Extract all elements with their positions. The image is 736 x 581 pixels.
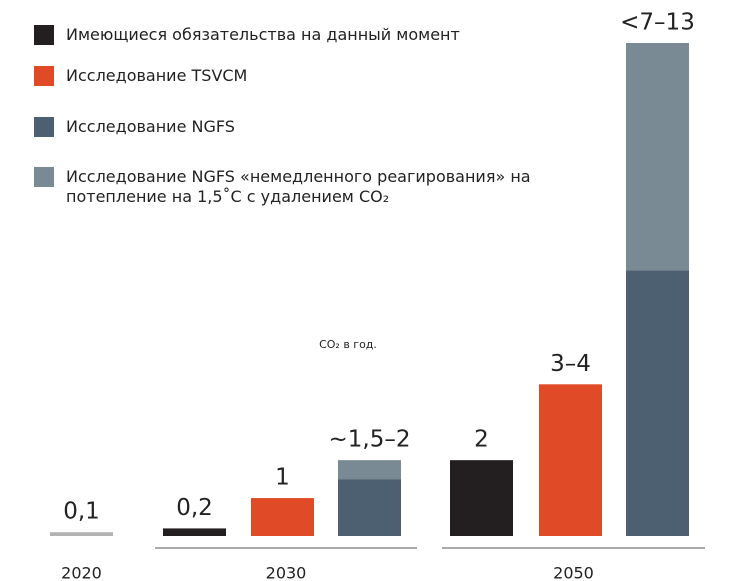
value-label: 0,2 [176, 495, 213, 521]
value-label: 0,1 [63, 499, 100, 525]
legend-label: Исследование TSVCM [66, 66, 248, 85]
value-label: <7–13 [620, 10, 695, 36]
x-tick-label: 2030 [266, 564, 307, 581]
bar [450, 460, 513, 536]
bar [338, 479, 401, 536]
legend-item: Исследование TSVCM [34, 66, 626, 86]
bar [251, 498, 314, 536]
x-tick-label: 2020 [61, 564, 102, 581]
legend-swatch [34, 66, 54, 86]
value-label: 1 [275, 465, 290, 491]
legend-swatch [34, 25, 54, 45]
legend-item: Исследование NGFS «немедленного реагиров… [34, 167, 626, 207]
annotation: CO₂ в год. [319, 338, 377, 351]
bar [626, 43, 689, 271]
bar [539, 384, 602, 536]
legend-swatch [34, 167, 54, 187]
bar [50, 532, 113, 536]
legend-label: Исследование NGFS «немедленного реагиров… [66, 167, 531, 206]
legend-label: Имеющиеся обязательства на данный момент [66, 25, 460, 44]
legend-item: Исследование NGFS [34, 117, 626, 137]
bar [163, 528, 226, 536]
legend-label: Исследование NGFS [66, 117, 235, 136]
legend-swatch [34, 117, 54, 137]
legend-item: Имеющиеся обязательства на данный момент [34, 25, 626, 45]
value-label: 2 [474, 427, 489, 453]
bar [626, 270, 689, 536]
x-tick-label: 2050 [553, 564, 594, 581]
bar [338, 460, 401, 480]
value-label: ~1,5–2 [329, 427, 411, 453]
value-label: 3–4 [550, 351, 591, 377]
